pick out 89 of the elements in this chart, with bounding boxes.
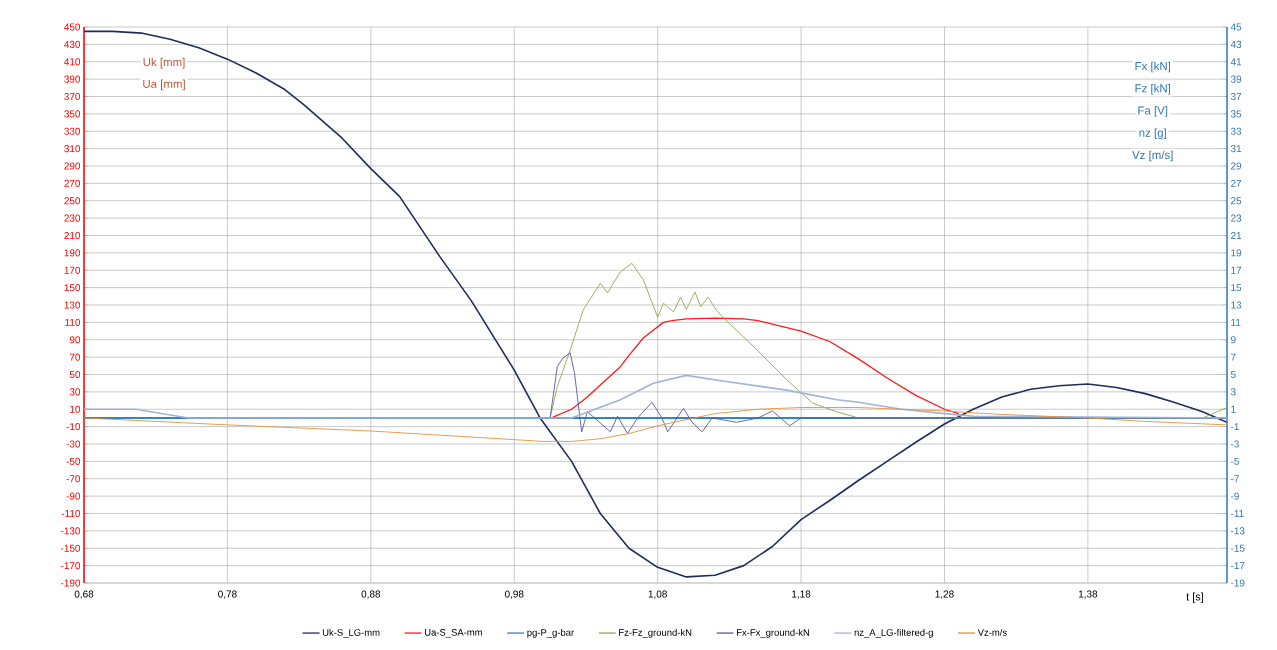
y-tick-label: 30	[69, 388, 81, 396]
annotation: Fx [kN]	[1135, 61, 1171, 73]
y-tick-label: -70	[66, 475, 81, 483]
x-tick-label: 0,78	[218, 590, 237, 599]
y-tick-label: 230	[64, 214, 81, 222]
y-tick-label: 350	[64, 110, 81, 118]
legend-label: Vz-m/s	[977, 628, 1007, 636]
y2-tick-label: 25	[1231, 197, 1242, 205]
x-tick-label: 0,68	[74, 590, 94, 599]
y2-tick-label: 11	[1231, 318, 1241, 326]
y-tick-label: 450	[64, 23, 81, 31]
y2-tick-label: 1	[1231, 405, 1236, 413]
y-tick-label: 10	[70, 405, 81, 413]
legend-label: Ua-S_SA-mm	[424, 629, 482, 638]
y2-tick-label: -5	[1230, 457, 1239, 465]
annotation: Vz [m/s]	[1132, 150, 1173, 162]
legend-label: Uk-S_LG-mm	[322, 628, 380, 638]
annotation: Uk [mm]	[143, 57, 185, 69]
y2-tick-label: -9	[1230, 492, 1239, 500]
x-tick-label: 1,28	[935, 590, 954, 599]
y-tick-label: 310	[64, 145, 81, 153]
y-tick-label: 270	[64, 179, 81, 187]
y2-tick-label: 23	[1231, 214, 1242, 222]
y2-tick-label: 13	[1231, 301, 1242, 309]
y-tick-label: -110	[61, 509, 81, 518]
y2-tick-label: 17	[1231, 266, 1242, 274]
y2-tick-label: 27	[1231, 179, 1242, 187]
x-tick-label: 1,18	[792, 590, 811, 599]
y2-tick-label: 3	[1230, 388, 1236, 396]
y2-tick-label: -17	[1230, 562, 1245, 570]
y-tick-label: 210	[64, 231, 81, 240]
y-tick-label: 150	[64, 284, 81, 292]
y2-tick-label: -19	[1230, 579, 1245, 587]
x-tick-label: 0,98	[504, 590, 524, 599]
y-tick-label: 250	[64, 197, 81, 205]
y-tick-label: -190	[60, 579, 81, 587]
y2-tick-label: 43	[1230, 40, 1242, 48]
y2-tick-label: 7	[1231, 353, 1236, 361]
y2-tick-label: 39	[1230, 75, 1242, 83]
x-tick-label: 1,38	[1078, 590, 1098, 599]
y2-tick-label: -15	[1230, 544, 1245, 552]
y2-tick-label: 35	[1230, 110, 1242, 118]
y-tick-label: 70	[69, 353, 81, 361]
x-tick-label: 0,88	[361, 590, 381, 599]
annotation: nz [g]	[1139, 128, 1166, 140]
y2-tick-label: 19	[1231, 249, 1242, 257]
y-tick-label: 190	[64, 249, 81, 257]
y2-tick-label: 33	[1230, 127, 1242, 135]
annotation: Fz [kN]	[1135, 83, 1171, 95]
y-tick-label: 290	[64, 162, 81, 170]
y-tick-label: 170	[64, 266, 81, 274]
y2-tick-label: 29	[1231, 162, 1242, 170]
y-tick-label: 330	[64, 127, 81, 135]
y-tick-label: 430	[64, 40, 81, 48]
annotation: Ua [mm]	[143, 79, 185, 91]
y-tick-label: -30	[66, 440, 81, 448]
y2-tick-label: -7	[1230, 475, 1239, 483]
y2-tick-label: 15	[1231, 284, 1242, 292]
y-tick-label: 130	[64, 301, 81, 309]
legend-label: nz_A_LG-filtered-g	[854, 628, 933, 638]
y2-tick-label: 21	[1231, 232, 1242, 239]
legend-label: Fx-Fx_ground-kN	[736, 628, 810, 638]
y2-tick-label: -13	[1230, 527, 1245, 535]
y2-tick-label: -1	[1230, 423, 1239, 431]
y-tick-label: 390	[64, 75, 81, 83]
legend-label: Fz-Fz_ground-kN	[619, 628, 692, 638]
y2-tick-label: 37	[1230, 92, 1242, 101]
y-tick-label: -150	[60, 544, 81, 552]
y-tick-label: 50	[69, 370, 81, 379]
x-axis-title: t [s]	[1186, 592, 1204, 603]
y2-tick-label: 31	[1230, 145, 1242, 153]
y-tick-label: -130	[60, 527, 81, 535]
y2-tick-label: 5	[1230, 371, 1236, 378]
y2-tick-label: 41	[1230, 58, 1242, 66]
y2-tick-label: 45	[1230, 23, 1242, 31]
x-tick-label: 1,08	[648, 590, 667, 599]
y-tick-label: -90	[66, 492, 81, 500]
y-tick-label: 370	[64, 92, 81, 101]
y-tick-label: -170	[60, 562, 81, 570]
y-tick-label: -50	[66, 457, 81, 465]
y-tick-label: 90	[69, 336, 81, 344]
y2-tick-label: -11	[1230, 510, 1244, 517]
y-tick-label: 410	[64, 58, 81, 66]
annotation: Fa [V]	[1138, 106, 1168, 117]
y2-tick-label: -3	[1230, 440, 1239, 448]
y2-tick-label: 9	[1231, 336, 1236, 344]
y-tick-label: 110	[65, 318, 81, 326]
legend-label: pg-P_g-bar	[527, 628, 574, 638]
y-tick-label: -10	[66, 423, 81, 431]
